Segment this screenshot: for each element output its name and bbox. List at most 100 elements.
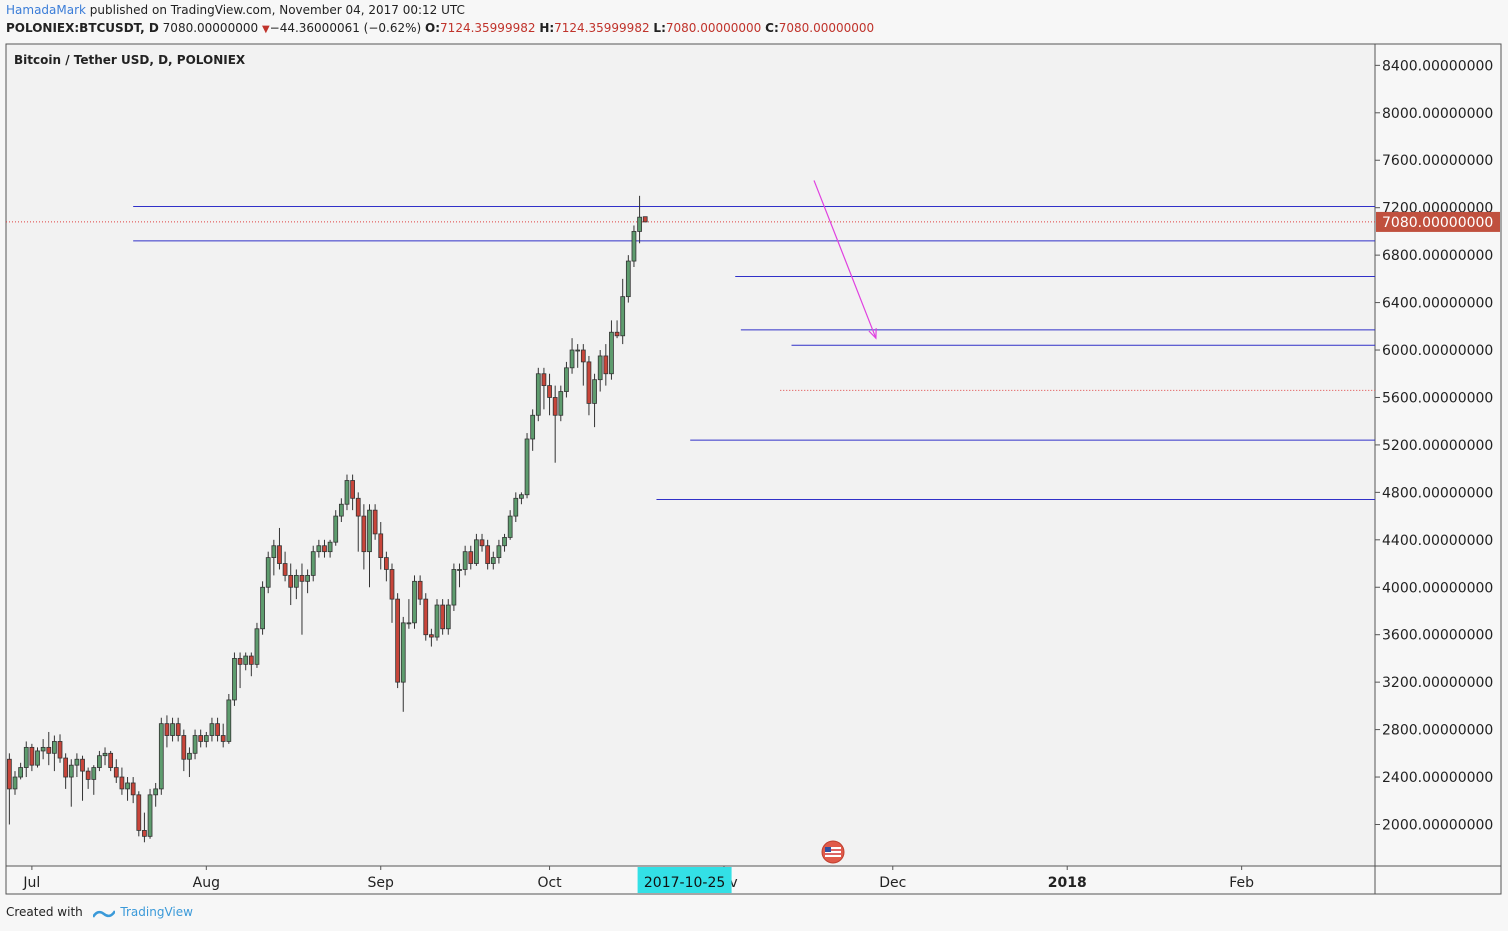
symbol-label: POLONIEX:BTCUSDT, D: [6, 21, 159, 35]
candle: [316, 539, 322, 558]
candle-body: [513, 497, 519, 517]
candle-body: [642, 216, 648, 223]
candle: [198, 729, 204, 748]
trend-arrow[interactable]: [813, 180, 877, 340]
candle: [57, 734, 63, 763]
candle-body: [479, 539, 485, 547]
candle: [535, 367, 541, 422]
candles: [7, 195, 648, 843]
candle: [215, 717, 220, 742]
candle-body: [434, 604, 440, 638]
price-tick-label: 7600.00000000: [1382, 153, 1493, 169]
candle: [85, 767, 91, 789]
candle-body: [293, 574, 299, 588]
candle-body: [175, 723, 181, 736]
candle-body: [586, 361, 592, 404]
candle: [597, 350, 603, 392]
candle-body: [226, 699, 232, 742]
candle-body: [97, 755, 102, 768]
price-tick-label: 8000.00000000: [1382, 106, 1493, 122]
candle-body: [535, 373, 541, 416]
time-tick-label: Dec: [879, 875, 906, 891]
us-flag-icon[interactable]: [821, 840, 845, 864]
candle-body: [108, 752, 114, 768]
high-label: H:: [539, 21, 555, 35]
candle: [485, 539, 491, 570]
candle: [46, 731, 52, 766]
price-axis[interactable]: [1374, 43, 1502, 867]
candle: [220, 723, 226, 748]
candle: [23, 741, 29, 778]
arrow-shaft[interactable]: [813, 180, 877, 339]
candle: [541, 367, 547, 410]
candle: [378, 522, 384, 570]
candle-body: [310, 551, 316, 576]
candle: [445, 599, 451, 635]
candle: [468, 545, 474, 570]
candle-body: [457, 569, 462, 571]
candle-body: [237, 658, 243, 665]
tradingview-brand-link[interactable]: TradingView: [120, 905, 193, 919]
last-price-tag-bg: [1376, 211, 1500, 232]
price-tick-label: 6000.00000000: [1382, 343, 1493, 359]
candle-body: [333, 515, 339, 543]
candle-body: [80, 758, 85, 772]
candle: [496, 539, 502, 564]
candle: [18, 762, 23, 780]
candle: [74, 753, 80, 778]
candle: [603, 344, 609, 386]
candle-body: [288, 574, 294, 588]
price-tick-label: 8400.00000000: [1382, 58, 1493, 74]
candle: [158, 717, 164, 795]
candle: [490, 551, 496, 570]
price-tick-label: 3200.00000000: [1382, 675, 1493, 691]
candle: [434, 599, 440, 641]
crosshair-date-bg: [637, 867, 732, 893]
candle: [474, 533, 479, 566]
candle-body: [597, 355, 603, 381]
candle: [400, 616, 406, 712]
candle: [12, 771, 18, 795]
publish-info: HamadaMark published on TradingView.com,…: [6, 3, 465, 17]
candle-body: [355, 497, 361, 517]
candle-body: [18, 767, 23, 778]
candle: [136, 791, 142, 837]
candle: [80, 755, 85, 801]
candle-body: [142, 830, 147, 837]
candle: [254, 622, 260, 668]
candle: [344, 474, 350, 511]
candle: [91, 765, 97, 795]
candle: [153, 782, 159, 807]
horizontal-levels[interactable]: [6, 206, 1375, 500]
candle-body: [282, 563, 288, 576]
author-link[interactable]: HamadaMark: [6, 3, 86, 17]
candle-body: [243, 655, 249, 665]
candle-body: [552, 397, 558, 416]
candle: [451, 563, 457, 611]
candle: [327, 539, 333, 558]
candle: [417, 575, 423, 606]
candle: [412, 575, 417, 629]
candle-body: [23, 746, 29, 768]
candle-body: [260, 586, 265, 630]
candle-body: [68, 764, 74, 778]
candle: [277, 527, 282, 570]
plot-area[interactable]: [5, 43, 1376, 867]
price-tick-label: 5600.00000000: [1382, 390, 1493, 406]
candle-body: [558, 391, 564, 416]
candle: [35, 747, 40, 768]
candle: [507, 510, 513, 540]
time-tick-label: Sep: [368, 875, 395, 891]
time-tick-label: Jul: [22, 875, 40, 891]
candle: [637, 195, 642, 244]
arrow-head[interactable]: [868, 328, 877, 340]
candle-body: [170, 723, 175, 736]
candle-body: [220, 735, 226, 742]
candle-body: [147, 794, 153, 837]
candle-body: [395, 598, 400, 683]
candle-body: [327, 541, 333, 553]
candle: [575, 344, 581, 368]
candle: [164, 715, 170, 748]
candle-body: [232, 658, 237, 701]
